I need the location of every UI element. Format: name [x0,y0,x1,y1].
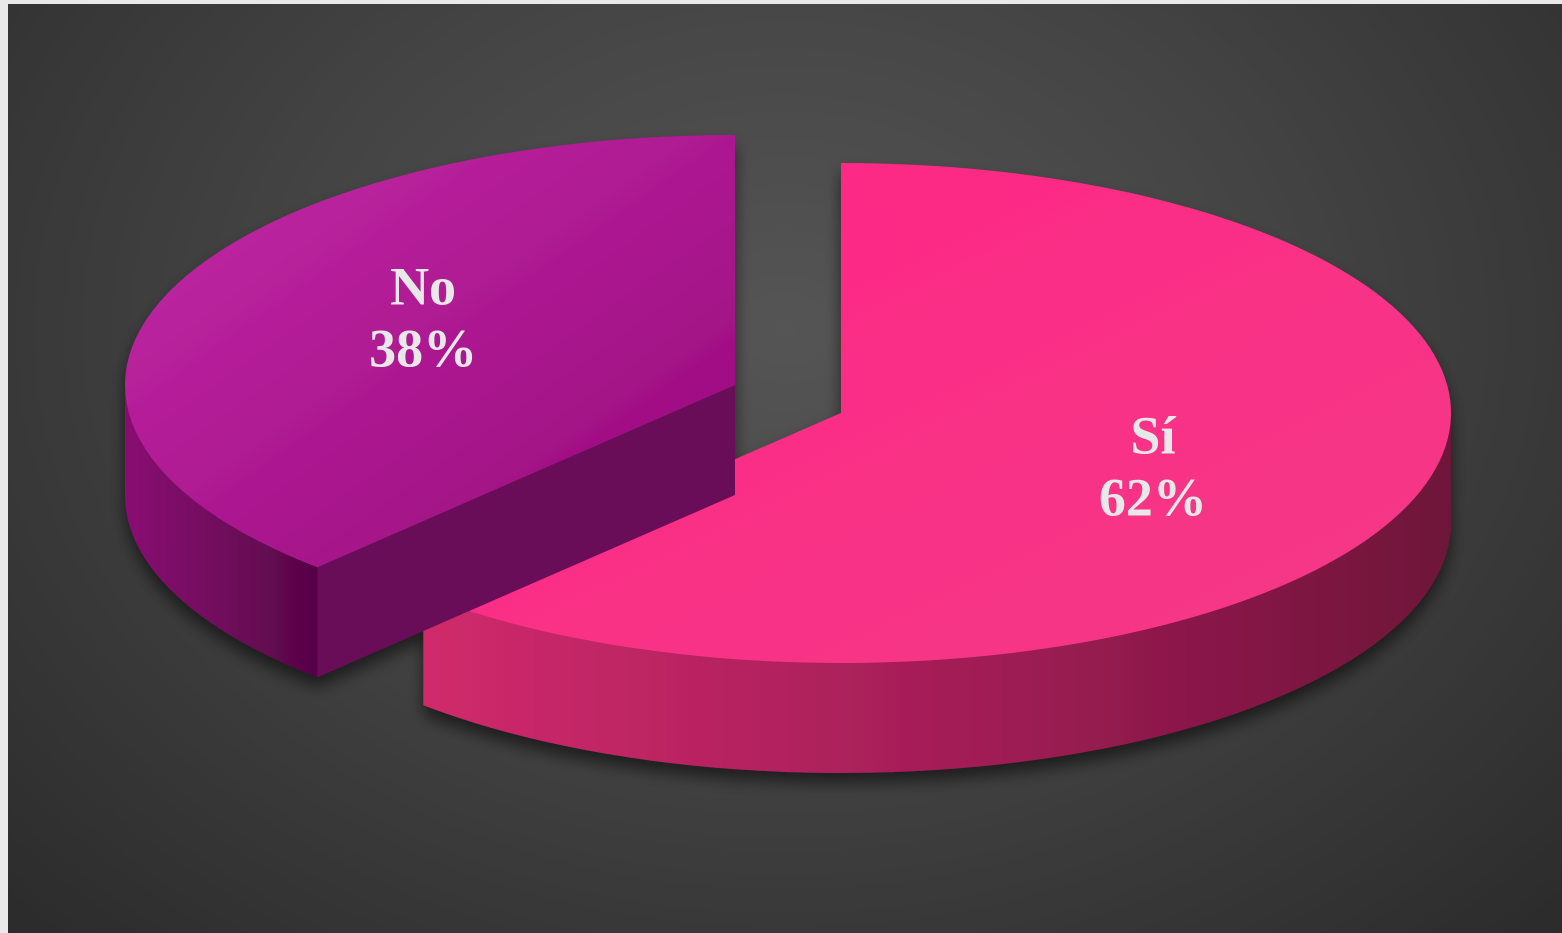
slice-category-label: Sí [1130,406,1176,466]
chart-area: Sí 62% No 38% [8,4,1562,933]
slice-percent-label: 38% [369,318,477,378]
pie-slice-top [125,135,736,568]
pie-slice-side [125,385,318,678]
slice-category-label: No [390,256,456,316]
pie-slice-top [423,162,1451,663]
slice-percent-label: 62% [1099,468,1207,528]
pie-slice-side [423,412,1451,773]
pie-slice-wall [317,385,736,678]
